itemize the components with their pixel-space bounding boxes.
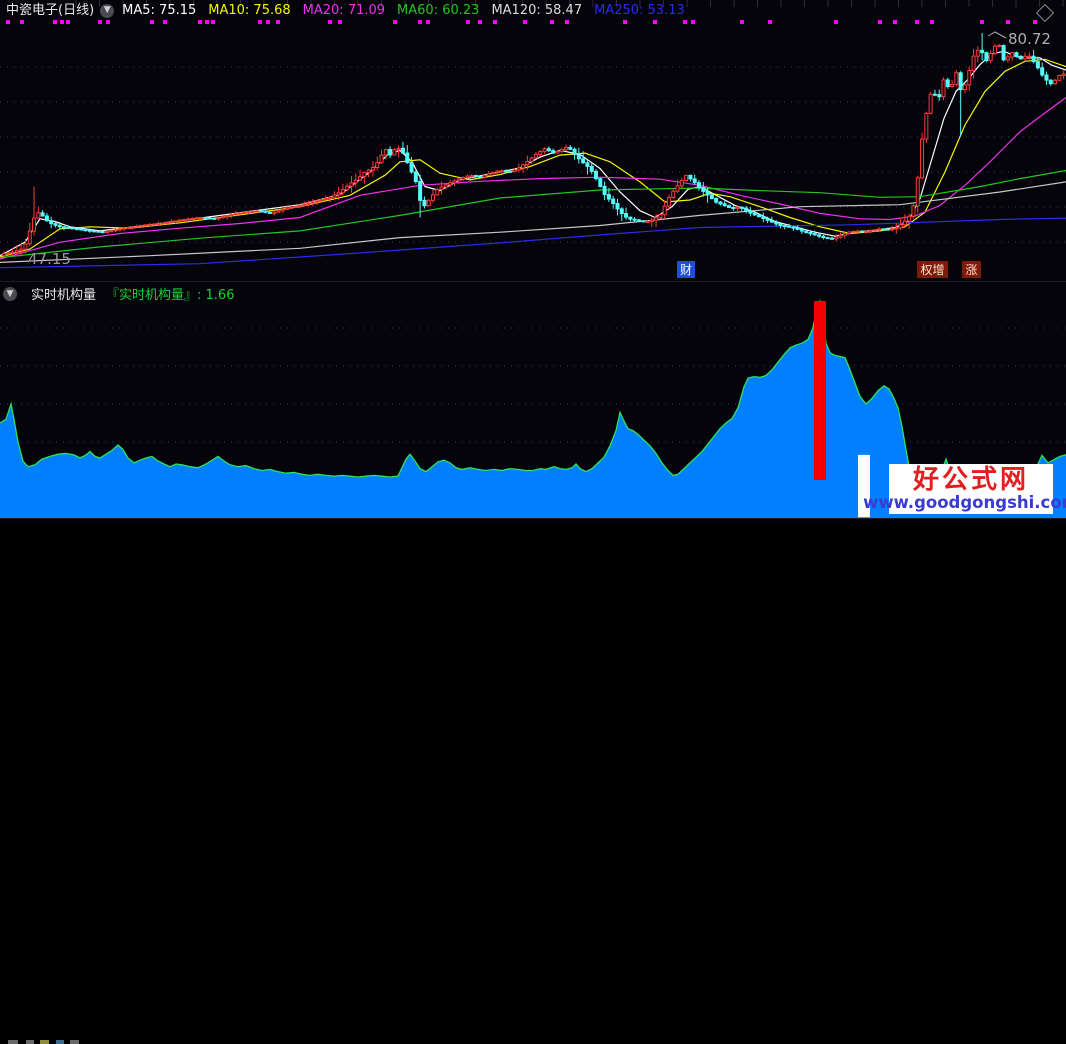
next-pane-clipped-strip bbox=[0, 519, 1066, 1044]
chevron-down-icon[interactable]: ▼ bbox=[100, 3, 115, 18]
indicator-pane bbox=[0, 282, 1066, 519]
event-marker: 财 bbox=[680, 263, 692, 277]
event-marker: 权增 bbox=[920, 263, 944, 277]
high-price-label: 80.72 bbox=[1008, 30, 1051, 48]
diamond-icon bbox=[1035, 3, 1055, 23]
stock-title: 中瓷电子(日线) bbox=[6, 3, 95, 18]
watermark-site-url: www.goodgongshi.com bbox=[863, 492, 1066, 512]
ma250-label: MA250: 53.13 bbox=[594, 3, 685, 18]
ma5-label: MA5: 75.15 bbox=[122, 3, 197, 18]
indicator-signal-bar bbox=[858, 454, 870, 518]
chart-header: 中瓷电子(日线) ▼ MA5: 75.15 MA10: 75.68 MA20: … bbox=[6, 2, 697, 19]
indicator-title: 实时机构量 bbox=[31, 288, 97, 303]
candlestick-chart-canvas[interactable]: 80.72 47.15 财 权增 涨 bbox=[0, 0, 1066, 281]
ma20-label: MA20: 71.09 bbox=[302, 3, 386, 18]
indicator-signal-bar bbox=[814, 301, 826, 480]
indicator-value: 『实时机构量』: 1.66 bbox=[106, 288, 235, 303]
ma10-label: MA10: 75.68 bbox=[208, 3, 291, 18]
indicator-header: ▼ 实时机构量 『实时机构量』: 1.66 bbox=[3, 284, 234, 303]
watermark-site-name: 好公式网 bbox=[912, 464, 1029, 495]
event-marker: 涨 bbox=[965, 262, 977, 277]
indicator-area-chart-canvas[interactable] bbox=[0, 282, 1066, 518]
ma120-label: MA120: 58.47 bbox=[491, 3, 583, 18]
ma60-label: MA60: 60.23 bbox=[397, 3, 480, 18]
main-chart-pane: 80.72 47.15 财 权增 涨 bbox=[0, 0, 1066, 282]
low-price-label: 47.15 bbox=[28, 250, 71, 268]
watermark-box: 好公式网 www.goodgongshi.com bbox=[863, 464, 1066, 514]
chevron-down-icon[interactable]: ▼ bbox=[3, 286, 17, 301]
